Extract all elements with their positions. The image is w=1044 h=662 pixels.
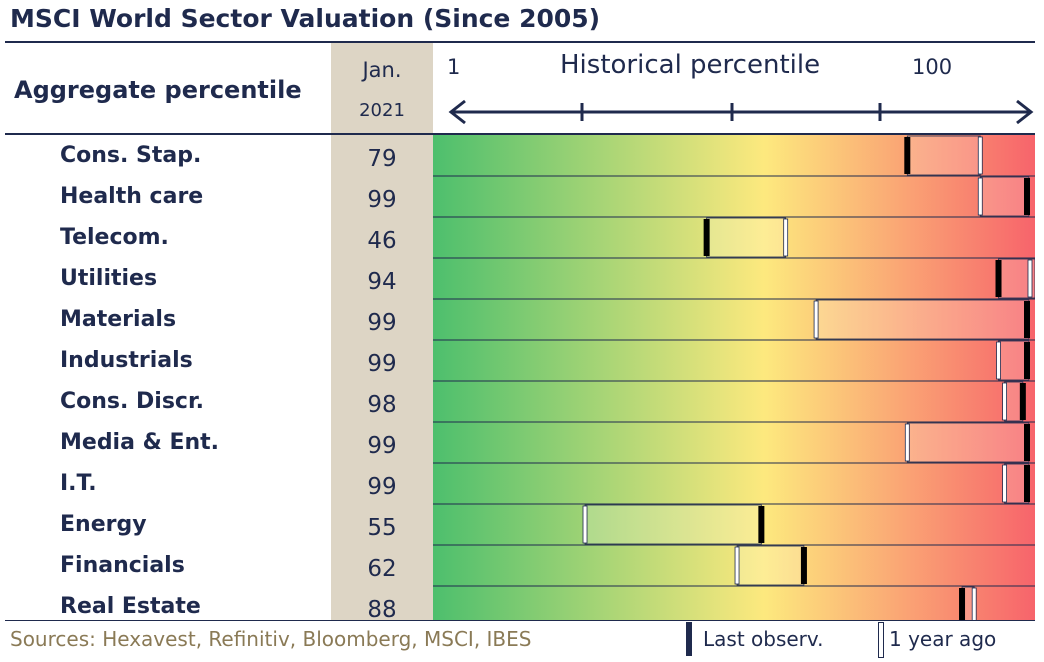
aggregate-percentile-value: 94 (367, 269, 397, 295)
aggregate-percentile-value: 46 (367, 228, 397, 254)
historical-percentile-header: Historical percentile (560, 50, 821, 80)
top-rule (5, 41, 1035, 43)
change-band (906, 135, 981, 176)
aggregate-percentile-header: Aggregate percentile (14, 76, 302, 104)
last-observation-marker (1019, 383, 1026, 420)
range-max-label: 100 (912, 55, 953, 79)
legend-year-ago-label: 1 year ago (889, 627, 997, 651)
aggregate-percentile-value: 62 (367, 556, 397, 582)
sector-label: Media & Ent. (60, 430, 220, 455)
year-ago-marker (977, 177, 983, 216)
change-band (815, 299, 1030, 340)
last-observation-marker (1024, 424, 1030, 461)
aggregate-percentile-value: 55 (367, 515, 397, 541)
last-observation-marker (1024, 301, 1030, 338)
last-observation-marker (1024, 178, 1030, 215)
bottom-rule (5, 620, 1035, 621)
last-observation-marker (1024, 465, 1030, 502)
percentile-heat-bars (433, 135, 1035, 620)
sector-label: Industrials (60, 348, 193, 373)
change-band (979, 176, 1030, 217)
year-ago-marker (1002, 382, 1007, 421)
change-band (584, 504, 762, 545)
year-ago-marker (971, 587, 977, 620)
last-observation-marker (703, 219, 710, 256)
aggregate-percentile-value: 99 (367, 187, 397, 213)
aggregate-percentile-value: 98 (367, 392, 397, 418)
last-observation-marker (904, 137, 911, 174)
year-ago-marker (904, 423, 910, 462)
aggregate-percentile-value: 99 (367, 351, 397, 377)
change-band (998, 340, 1030, 381)
percentile-axis-arrow (448, 99, 1034, 125)
aggregate-percentile-value: 88 (367, 597, 397, 623)
axis-arrow-left (448, 99, 466, 125)
sector-label: Real Estate (60, 594, 201, 619)
month-header: Jan. (362, 58, 402, 82)
aggregate-percentile-value: 79 (367, 146, 397, 172)
last-observation-marker (995, 260, 1002, 297)
year-ago-marker (582, 505, 588, 544)
percentile-markers (433, 135, 1035, 620)
sector-label: Financials (60, 553, 185, 578)
sector-label: Utilities (60, 266, 158, 291)
last-observation-marker (1024, 342, 1030, 379)
sector-label: Materials (60, 307, 177, 332)
change-band (706, 217, 787, 258)
aggregate-percentile-value: 99 (367, 474, 397, 500)
aggregate-column-background (331, 43, 433, 620)
aggregate-percentile-value: 99 (367, 433, 397, 459)
year-ago-marker (813, 300, 819, 339)
year-ago-marker (734, 546, 740, 585)
last-observation-marker (959, 588, 966, 620)
sector-label: Cons. Stap. (60, 143, 202, 168)
last-observation-marker (800, 547, 807, 584)
legend-last-observation-label: Last observ. (703, 627, 824, 651)
header-rule (5, 133, 1035, 135)
sector-label: Energy (60, 512, 147, 537)
chart-title: MSCI World Sector Valuation (Since 2005) (10, 4, 601, 33)
last-observation-marker (758, 506, 765, 543)
aggregate-percentile-value: 99 (367, 310, 397, 336)
heat-gradient (433, 135, 1035, 620)
range-min-label: 1 (447, 55, 461, 79)
year-ago-marker (1002, 464, 1007, 503)
year-header: 2021 (359, 100, 405, 121)
legend-last-observation-marker (686, 622, 692, 656)
change-band (736, 545, 805, 586)
sector-label: I.T. (60, 471, 97, 496)
sector-label: Health care (60, 184, 204, 209)
year-ago-marker (996, 341, 1001, 380)
legend-year-ago-marker (878, 622, 884, 658)
year-ago-marker (977, 136, 983, 175)
change-band (906, 422, 1030, 463)
sector-label: Cons. Discr. (60, 389, 205, 414)
axis-arrow-right (1016, 99, 1034, 125)
sector-label: Telecom. (60, 225, 169, 250)
year-ago-marker (783, 218, 789, 257)
source-note: Sources: Hexavest, Refinitiv, Bloomberg,… (10, 627, 532, 651)
year-ago-marker (1027, 259, 1033, 298)
